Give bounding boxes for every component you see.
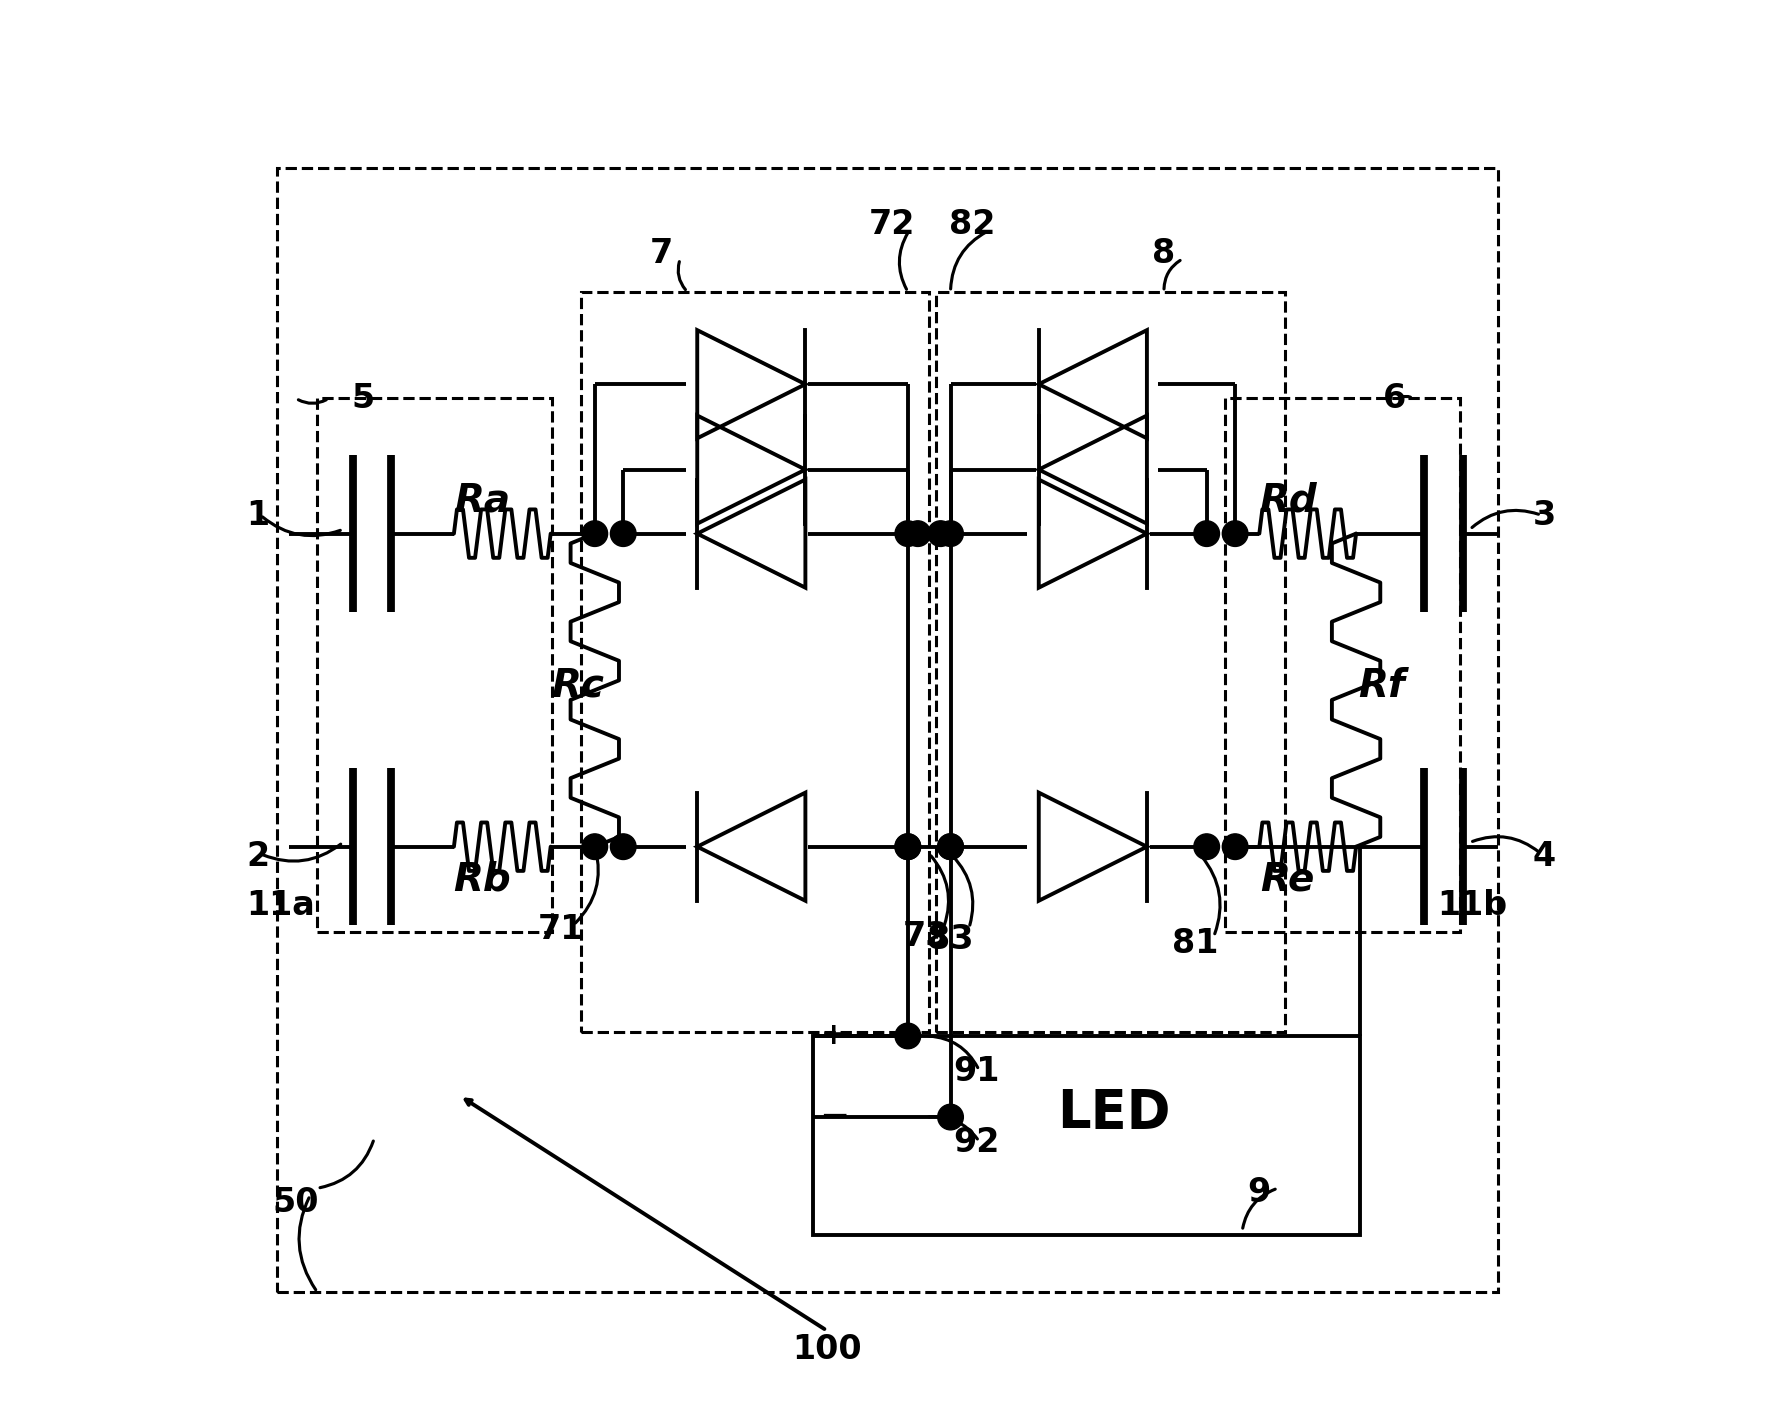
Circle shape: [895, 834, 920, 859]
Text: 83: 83: [927, 922, 973, 956]
Text: 71: 71: [537, 912, 583, 946]
Circle shape: [895, 834, 920, 859]
Text: −: −: [819, 1100, 849, 1134]
Text: 92: 92: [952, 1126, 1000, 1160]
Circle shape: [904, 521, 931, 546]
Text: 8: 8: [1152, 236, 1175, 270]
Text: 7: 7: [651, 236, 674, 270]
Bar: [580, 292, 929, 1032]
Circle shape: [927, 521, 954, 546]
Text: Rb: Rb: [454, 861, 511, 898]
Text: 100: 100: [793, 1332, 862, 1366]
Text: +: +: [821, 1022, 847, 1050]
Circle shape: [1222, 521, 1248, 546]
Bar: [936, 292, 1285, 1032]
Text: Rc: Rc: [551, 667, 605, 704]
Text: 9: 9: [1248, 1175, 1271, 1210]
Text: 50: 50: [273, 1185, 319, 1220]
Text: 91: 91: [952, 1054, 1000, 1089]
Text: 11a: 11a: [246, 888, 314, 922]
Circle shape: [938, 1104, 963, 1130]
Bar: [812, 1036, 1360, 1235]
Circle shape: [938, 834, 963, 859]
Circle shape: [938, 521, 963, 546]
Text: Rf: Rf: [1358, 667, 1404, 704]
Circle shape: [1193, 834, 1220, 859]
Text: Re: Re: [1261, 861, 1316, 898]
Bar: [277, 168, 1498, 1292]
Circle shape: [895, 1023, 920, 1049]
Circle shape: [938, 834, 963, 859]
Circle shape: [610, 521, 637, 546]
Bar: [317, 398, 551, 932]
Circle shape: [895, 521, 920, 546]
Text: Rd: Rd: [1259, 482, 1317, 519]
Circle shape: [1222, 834, 1248, 859]
Circle shape: [610, 834, 637, 859]
Text: 1: 1: [246, 498, 269, 532]
Text: Ra: Ra: [454, 482, 511, 519]
Text: LED: LED: [1057, 1087, 1170, 1138]
Text: 73: 73: [902, 919, 950, 953]
Text: 72: 72: [869, 208, 915, 242]
Text: 2: 2: [246, 840, 269, 874]
Bar: [1225, 398, 1459, 932]
Circle shape: [582, 834, 608, 859]
Text: 6: 6: [1383, 381, 1406, 416]
Text: 3: 3: [1532, 498, 1555, 532]
Text: 11b: 11b: [1438, 888, 1507, 922]
Circle shape: [582, 521, 608, 546]
Text: 5: 5: [351, 381, 374, 416]
Text: 82: 82: [949, 208, 995, 242]
Text: 81: 81: [1172, 926, 1218, 961]
Circle shape: [1193, 521, 1220, 546]
Text: 4: 4: [1532, 840, 1555, 874]
